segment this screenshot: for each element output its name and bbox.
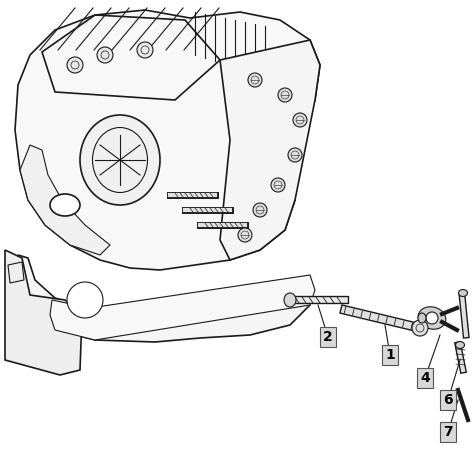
Polygon shape <box>220 40 320 260</box>
Ellipse shape <box>418 313 426 323</box>
Circle shape <box>137 42 153 58</box>
Text: 4: 4 <box>420 371 430 385</box>
Ellipse shape <box>456 341 465 348</box>
Circle shape <box>248 73 262 87</box>
Circle shape <box>253 203 267 217</box>
Circle shape <box>426 312 438 324</box>
Circle shape <box>288 148 302 162</box>
Text: 6: 6 <box>443 393 453 407</box>
Polygon shape <box>15 10 320 270</box>
Ellipse shape <box>284 293 296 307</box>
Circle shape <box>67 282 103 318</box>
Circle shape <box>238 228 252 242</box>
Ellipse shape <box>458 290 467 297</box>
Circle shape <box>67 57 83 73</box>
Ellipse shape <box>80 115 160 205</box>
Polygon shape <box>50 275 315 340</box>
Text: 2: 2 <box>323 330 333 344</box>
Ellipse shape <box>418 307 446 329</box>
Circle shape <box>97 47 113 63</box>
Circle shape <box>412 320 428 336</box>
Circle shape <box>271 178 285 192</box>
Text: 7: 7 <box>443 425 453 439</box>
Ellipse shape <box>50 194 80 216</box>
Polygon shape <box>5 250 82 375</box>
Circle shape <box>293 113 307 127</box>
Polygon shape <box>20 145 110 255</box>
Polygon shape <box>18 255 310 342</box>
Text: 1: 1 <box>385 348 395 362</box>
Circle shape <box>278 88 292 102</box>
